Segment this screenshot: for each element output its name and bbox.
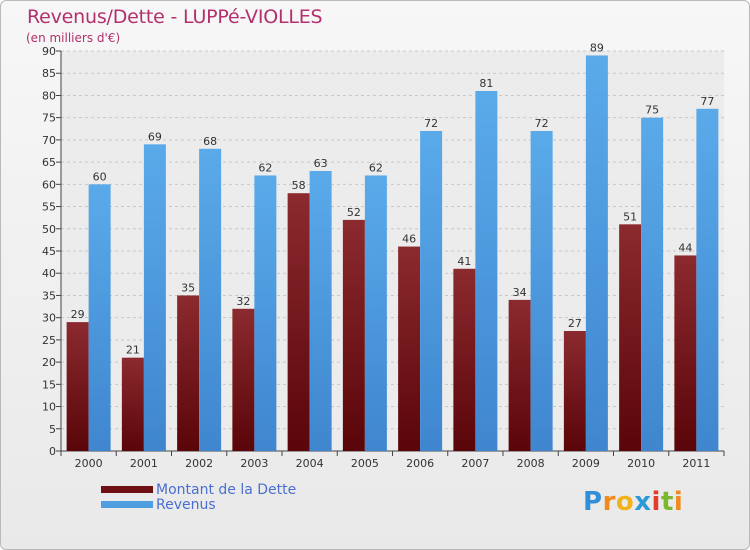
data-label-revenus: 72 [424, 117, 438, 130]
brand-logo: Proxiti [583, 487, 683, 517]
data-label-revenus: 62 [369, 161, 383, 174]
data-label-dette: 46 [402, 233, 416, 246]
bar-dette [121, 357, 144, 451]
x-tick-label: 2000 [75, 457, 103, 470]
x-tick-label: 2003 [240, 457, 268, 470]
y-tick-label: 30 [42, 312, 56, 325]
bar-revenus [309, 171, 332, 451]
y-tick-label: 60 [42, 178, 56, 191]
y-tick-label: 10 [42, 401, 56, 414]
y-tick-label: 25 [42, 334, 56, 347]
y-tick-label: 80 [42, 89, 56, 102]
legend-label-dette: Montant de la Dette [156, 482, 297, 498]
x-tick-label: 2007 [461, 457, 489, 470]
data-label-revenus: 72 [535, 117, 549, 130]
bar-dette [287, 193, 310, 451]
data-label-revenus: 81 [479, 77, 493, 90]
data-label-revenus: 69 [148, 130, 162, 143]
y-tick-label: 50 [42, 223, 56, 236]
brand-letter: i [673, 487, 684, 517]
data-label-dette: 32 [236, 295, 250, 308]
y-tick-label: 55 [42, 201, 56, 214]
bar-revenus [641, 117, 664, 452]
data-label-dette: 44 [678, 241, 692, 254]
bar-dette [453, 268, 476, 451]
data-label-dette: 21 [126, 344, 140, 357]
y-tick-label: 45 [42, 245, 56, 258]
y-tick-label: 75 [42, 112, 56, 125]
brand-letter: x [634, 487, 652, 517]
y-tick-label: 35 [42, 289, 56, 302]
bar-revenus [475, 91, 498, 451]
data-label-revenus: 68 [203, 135, 217, 148]
bar-dette [619, 224, 642, 451]
data-label-dette: 41 [457, 255, 471, 268]
x-tick-label: 2002 [185, 457, 213, 470]
x-tick-label: 2001 [130, 457, 158, 470]
data-label-dette: 58 [292, 179, 306, 192]
y-tick-label: 40 [42, 267, 56, 280]
bar-dette [508, 299, 531, 451]
bar-revenus [88, 184, 111, 452]
x-tick-label: 2008 [517, 457, 545, 470]
data-label-revenus: 89 [590, 41, 604, 54]
chart-subtitle: (en milliers d'€) [26, 31, 121, 45]
x-tick-label: 2011 [682, 457, 710, 470]
data-label-revenus: 62 [258, 161, 272, 174]
bar-dette [398, 246, 421, 451]
y-tick-label: 20 [42, 356, 56, 369]
data-label-dette: 34 [513, 286, 527, 299]
y-tick-label: 85 [42, 67, 56, 80]
y-tick-label: 70 [42, 134, 56, 147]
bar-dette [674, 255, 697, 451]
data-label-dette: 35 [181, 281, 195, 294]
x-tick-label: 2006 [406, 457, 434, 470]
bar-dette [232, 308, 255, 451]
bar-revenus [143, 144, 166, 452]
brand-letter: P [583, 487, 603, 517]
brand-letter: o [615, 487, 635, 517]
bar-revenus [364, 175, 387, 451]
data-label-revenus: 77 [700, 95, 714, 108]
bar-dette [177, 295, 200, 451]
legend-swatch-dette [101, 486, 153, 493]
x-tick-label: 2009 [572, 457, 600, 470]
y-tick-label: 5 [49, 423, 56, 436]
y-tick-label: 65 [42, 156, 56, 169]
data-label-revenus: 75 [645, 104, 659, 117]
bar-dette [563, 331, 586, 451]
data-label-revenus: 63 [314, 157, 328, 170]
bar-dette [342, 219, 365, 451]
bar-revenus [696, 108, 719, 452]
x-tick-label: 2004 [296, 457, 324, 470]
data-label-dette: 52 [347, 206, 361, 219]
x-tick-label: 2010 [627, 457, 655, 470]
legend-swatch-revenus [101, 501, 153, 508]
y-tick-label: 15 [42, 378, 56, 391]
bar-revenus [585, 55, 608, 451]
data-label-dette: 27 [568, 317, 582, 330]
data-label-dette: 29 [71, 308, 85, 321]
bar-revenus [254, 175, 277, 451]
y-tick-label: 0 [49, 445, 56, 458]
brand-letter: t [660, 487, 674, 517]
data-label-dette: 51 [623, 210, 637, 223]
brand-letter: r [602, 487, 616, 517]
x-tick-label: 2005 [351, 457, 379, 470]
chart-title: Revenus/Dette - LUPPé-VIOLLES [27, 6, 323, 28]
bar-revenus [420, 131, 443, 451]
data-label-revenus: 60 [93, 170, 107, 183]
bar-dette [66, 322, 89, 451]
bar-revenus [530, 131, 553, 451]
legend-label-revenus: Revenus [156, 497, 216, 513]
brand-letter: i [651, 487, 661, 517]
bar-revenus [199, 148, 222, 451]
y-tick-label: 90 [42, 45, 56, 58]
